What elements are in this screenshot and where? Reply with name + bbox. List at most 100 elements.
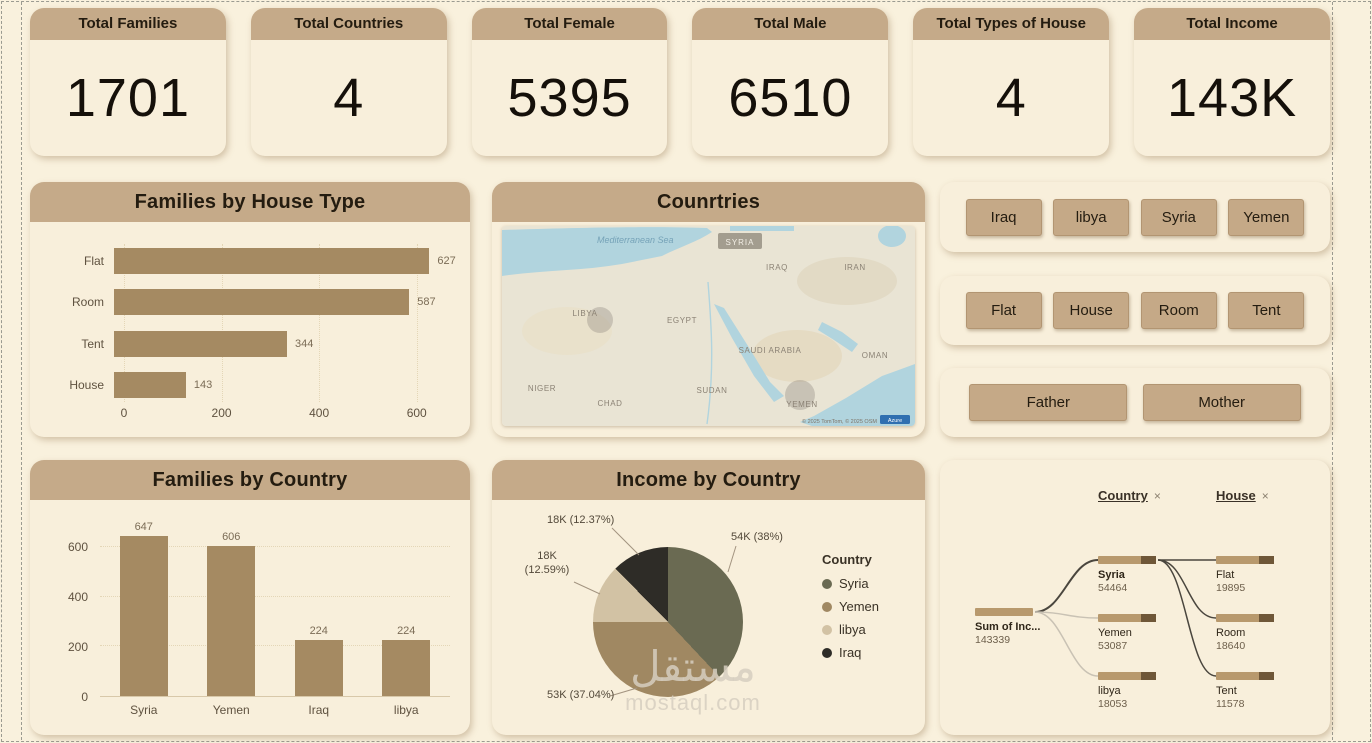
column-value-label: 647 [134, 520, 153, 533]
column-value-label: 224 [309, 625, 328, 638]
bar-track: 627 [114, 248, 456, 274]
bar[interactable] [114, 248, 430, 274]
bar-row-room[interactable]: Room 587 [54, 289, 446, 316]
tree-node-tent[interactable]: Tent 11578 [1216, 672, 1278, 710]
x-tick-label: 400 [309, 406, 330, 420]
kpi-title: Total Female [471, 8, 668, 40]
slicer-button-house[interactable]: House [1053, 292, 1130, 329]
tree-level-header-country[interactable]: Country × [1098, 488, 1161, 503]
tree-node-label: Tent [1216, 685, 1237, 697]
legend-label: Yemen [839, 599, 879, 614]
category-label: Iraq [308, 703, 330, 717]
legend-item-yemen[interactable]: Yemen [822, 599, 879, 614]
column-syria[interactable]: 647 [112, 515, 176, 696]
bubble-yemen[interactable] [785, 380, 815, 410]
slicer-button-syria[interactable]: Syria [1140, 198, 1217, 236]
kpi-value: 143K [1167, 68, 1298, 128]
column-libya[interactable]: 224 [374, 515, 438, 696]
tree-node-bar [1098, 614, 1156, 622]
families-by-house-type-card: Families by House Type Flat 627 Room 587… [30, 182, 470, 437]
income-by-country-card: Income by Country 18K (12.37%) 54K (38%)… [492, 460, 925, 735]
map-attribution: © 2025 TomTom, © 2025 OSM [802, 418, 877, 425]
tree-node-bar [1216, 614, 1274, 622]
tree-node-syria[interactable]: Syria 54464 [1098, 556, 1160, 594]
tree-node-room[interactable]: Room 18640 [1216, 614, 1278, 652]
column-bar[interactable] [207, 545, 256, 696]
column-bar[interactable] [382, 640, 431, 696]
slice-label-syria: 54K (38%) [731, 531, 783, 543]
bar-row-flat[interactable]: Flat 627 [54, 248, 456, 274]
kpi-value: 4 [995, 68, 1027, 128]
arabian-sea [800, 364, 915, 426]
bar-track: 344 [114, 330, 446, 357]
legend-dot [822, 601, 832, 612]
middle-east-map[interactable]: Mediterranean Sea SYRIA IRAQ IRAN LIBYA … [502, 226, 915, 426]
pie-area: 18K (12.37%) 54K (38%) 18K (12.59%) 53K … [492, 500, 925, 735]
kpi-total-income[interactable]: Total Income 143K [1134, 8, 1330, 156]
legend-item-syria[interactable]: Syria [822, 576, 879, 591]
category-label: Syria [130, 703, 158, 717]
slice-label-iraq: 18K (12.37%) [547, 514, 615, 526]
slicer-button-iraq[interactable]: Iraq [965, 198, 1042, 236]
column-bar[interactable] [294, 640, 343, 696]
legend-label: Syria [839, 576, 869, 591]
tree-node-label: Flat [1216, 569, 1235, 581]
kpi-total-male[interactable]: Total Male 6510 [692, 8, 889, 156]
selection-guide-right [1332, 2, 1333, 740]
tree-node-label: Syria [1098, 569, 1125, 581]
slicer-button-libya[interactable]: libya [1053, 198, 1130, 236]
column-bar[interactable] [119, 535, 168, 696]
slicer-button-yemen[interactable]: Yemen [1228, 198, 1305, 236]
map-label-yemen: YEMEN [786, 400, 817, 409]
tree-node-flat[interactable]: Flat 19895 [1216, 556, 1278, 594]
kpi-total-female[interactable]: Total Female 5395 [471, 8, 668, 156]
bubble-libya[interactable] [587, 307, 613, 333]
house-type-plot: Flat 627 Room 587 Tent 344 [54, 248, 456, 398]
slicer-button-tent[interactable]: Tent [1228, 292, 1305, 329]
column-iraq[interactable]: 224 [287, 515, 351, 696]
bar-value-label: 627 [437, 255, 456, 267]
income-decomposition-tree-card: Country × House × Sum of Inc... 143339 Syr… [940, 460, 1330, 735]
slicer-button-father[interactable]: Father [969, 384, 1128, 421]
bar[interactable] [114, 371, 186, 398]
kpi-title: Total Types of House [913, 8, 1110, 40]
tree-node-libya[interactable]: libya 18053 [1098, 672, 1160, 710]
category-label: libya [393, 703, 419, 717]
tree-node-bar [1098, 672, 1156, 680]
remove-level-icon[interactable]: × [1153, 489, 1161, 503]
kpi-total-house-types[interactable]: Total Types of House 4 [913, 8, 1110, 156]
tree-node-root[interactable]: Sum of Inc... 143339 [975, 608, 1040, 646]
x-tick-label: 0 [120, 406, 128, 420]
bar[interactable] [114, 330, 288, 357]
bar-value-label: 587 [417, 296, 436, 309]
y-tick-label: 200 [67, 640, 88, 655]
tree-node-bar [1216, 556, 1274, 564]
tree-node-yemen[interactable]: Yemen 53087 [1098, 614, 1160, 652]
column-yemen[interactable]: 606 [199, 515, 263, 696]
map-container[interactable]: Mediterranean Sea SYRIA IRAQ IRAN LIBYA … [502, 226, 915, 426]
bar[interactable] [114, 289, 410, 316]
legend-dot [822, 647, 832, 658]
persian-gulf [818, 322, 858, 352]
map-label-sudan: SUDAN [696, 386, 727, 395]
legend-item-iraq[interactable]: Iraq [822, 645, 879, 660]
country-y-axis: 0 200 400 600 [60, 515, 94, 704]
country-x-axis: Syria Yemen Iraq libya [100, 703, 450, 717]
bar-row-house[interactable]: House 143 [54, 371, 446, 398]
tree-level-header-house[interactable]: House × [1216, 488, 1269, 503]
tree-node-value: 18640 [1216, 640, 1246, 652]
pie-chart[interactable] [593, 547, 743, 697]
azure-maps-badge[interactable] [880, 415, 910, 424]
kpi-total-countries[interactable]: Total Countries 4 [250, 8, 447, 156]
bar-row-tent[interactable]: Tent 344 [54, 330, 446, 357]
legend-item-libya[interactable]: libya [822, 622, 879, 637]
category-label: Tent [81, 336, 104, 351]
families-by-country-card: Families by Country 0 200 400 600 647 606 2… [30, 460, 470, 735]
slicer-button-flat[interactable]: Flat [965, 292, 1042, 329]
slicer-button-room[interactable]: Room [1140, 292, 1217, 329]
remove-level-icon[interactable]: × [1261, 489, 1269, 503]
slicer-button-mother[interactable]: Mother [1142, 384, 1301, 421]
chart-title-house-type: Families by House Type [30, 182, 470, 222]
kpi-total-families[interactable]: Total Families 1701 [30, 8, 226, 156]
syria-highlight[interactable] [718, 233, 762, 249]
